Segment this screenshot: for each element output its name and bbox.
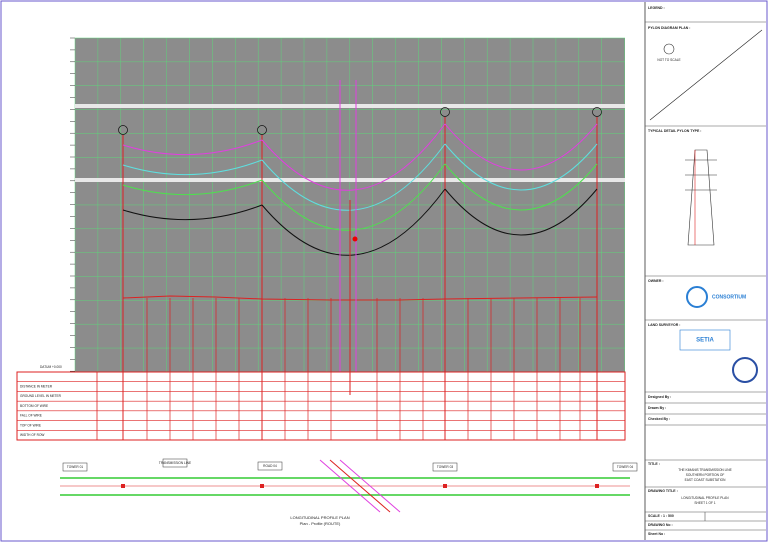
catenaries [118,107,602,440]
seal [732,357,758,383]
wire [261,123,446,191]
datum: DATUM +0.000 [40,365,62,369]
panel-label: Checked By : [648,417,670,421]
tower-marker [440,107,450,117]
panel-label: PYLON DIAGRAM PLAN : [648,26,690,30]
panel-label: Sheet No : [648,532,665,536]
panel-label: LEGEND : [648,6,665,10]
tower-marker [257,125,267,135]
table-row-label: DISTANCE IN METER [20,384,53,388]
panel-label: Drawn By : [648,406,666,410]
plan-label: TOWER 03 [437,465,453,469]
plan-label-box [162,458,188,468]
wire [261,188,446,256]
wire [122,204,263,221]
owner-logo [686,286,708,308]
north-arrow [663,43,675,55]
crossing-point [352,236,358,242]
wire [261,163,446,231]
title-text: SOUTHERN PORTION OF [686,473,725,477]
wire [122,159,263,176]
plan-tower [121,484,125,488]
plan-tower [443,484,447,488]
plan-label: ROAD 04 [263,464,277,468]
wire [444,163,598,211]
table-row-label: GROUND LEVEL IN METER [20,394,62,398]
key-route [649,29,763,121]
profile-title: LONGITUDINAL PROFILE PLAN [290,515,349,520]
wire [444,123,598,171]
road [329,459,391,513]
plan-label: TRANSMISSION LINE [159,461,191,465]
table-row-label: WIDTH OF ROW [20,433,44,437]
wire [122,139,263,156]
wire [444,188,598,236]
profile-table: DISTANCE IN METER GROUND LEVEL IN METER BO… [16,371,626,441]
panel-label: TITLE : [648,462,660,466]
title-block: LEGEND : PYLON DIAGRAM PLAN : NOT TO SCA… [644,2,766,540]
panel-label: LAND SURVEYOR : [648,323,680,327]
tower-marker [118,125,128,135]
road [319,459,381,513]
wire [122,179,263,196]
wire [261,143,446,211]
panel-label: OWNER : [648,279,664,283]
panel-label: Designed By : [648,395,671,399]
panel-label: TYPICAL DETAIL PYLON TYPE : [648,129,701,133]
plan-tower [260,484,264,488]
drawing-title-text: LONGITUDINAL PROFILE PLAN [681,496,729,500]
plan-label: TOWER 01 [67,465,83,469]
title-text: THE KIMANIS TRANSMISSION LINE [678,468,731,472]
plan-label-box [257,461,283,471]
pylon [685,149,717,246]
plan-label-box [432,462,458,472]
white-band [75,104,625,108]
table-row-label: TOP OF WIRE [20,423,41,427]
surveyor-name: SETIA [696,338,714,344]
profile-subtitle: Plan - Profile (ROUTE) [300,521,341,526]
panel-label: SCALE : 1 : 500 [648,514,674,518]
plan-label-box [612,462,638,472]
panel-note: NOT TO SCALE [657,58,680,62]
table-row-label: BOTTOM OF WIRE [20,404,48,408]
owner-name: CONSORTIUM [712,294,746,300]
table-row-label: FALL OF WIRE [20,414,42,418]
drawing-title-text: SHEET 1 OF 1 [694,501,715,505]
plan-view: TOWER 01 TRANSMISSION LINE ROAD 04 TOWER 03… [60,458,638,513]
white-band [75,178,625,182]
plan-label: TOWER 04 [617,465,633,469]
panel-label: DRAWING TITLE : [648,489,678,493]
surveyor-logo [679,329,731,351]
road [339,459,401,513]
plan-tower [595,484,599,488]
panel-label: DRAWING No : [648,523,673,527]
tower-marker [592,107,602,117]
plan-label-box [62,462,88,472]
wire [444,143,598,191]
ground-line [122,295,598,301]
title-text: EAST COAST SUBSTATION [685,478,727,482]
table-frame [16,371,626,441]
